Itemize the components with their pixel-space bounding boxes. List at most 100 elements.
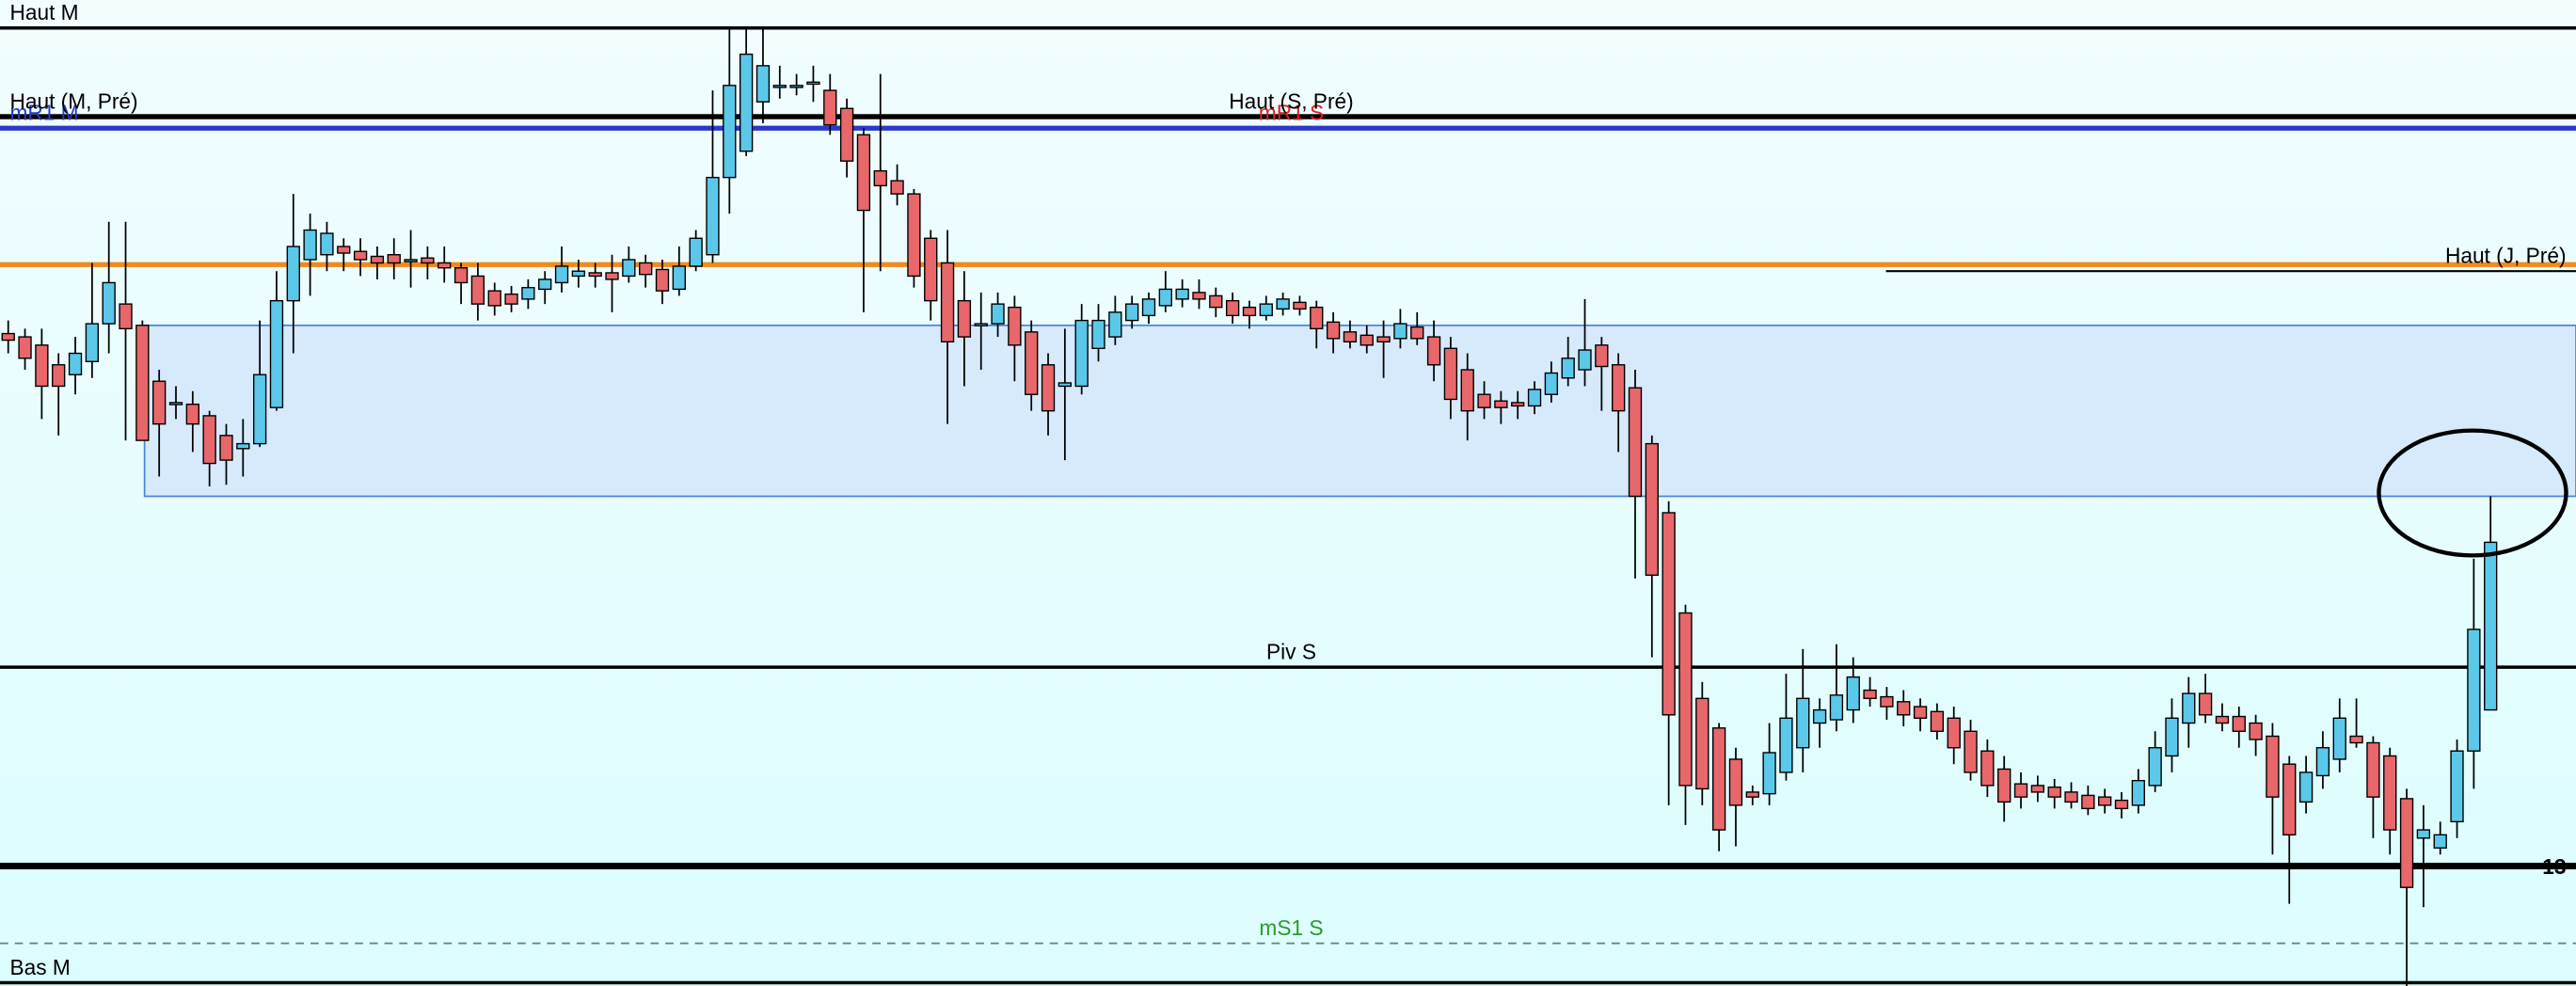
candle-body — [1074, 319, 1089, 388]
level-label: Haut (J, Pré) — [2445, 243, 2567, 267]
candle-body — [387, 254, 401, 264]
candle-body — [1561, 358, 1575, 379]
candle-body — [236, 442, 250, 450]
level-label: Haut M — [9, 0, 78, 24]
candle-body — [1695, 697, 1709, 790]
candle-body — [2315, 747, 2330, 777]
candle-body — [1762, 752, 1776, 795]
zone-box — [143, 324, 2576, 498]
candle-body — [1980, 750, 1995, 787]
candle-body — [1947, 717, 1961, 749]
candle-body — [2165, 717, 2179, 757]
candle-body — [1293, 301, 1307, 310]
candle-body — [2282, 763, 2297, 836]
candle-body — [789, 85, 803, 88]
candle-body — [470, 275, 485, 305]
candle-body — [2013, 783, 2028, 798]
candle-body — [1259, 303, 1273, 317]
candle-body — [252, 374, 267, 445]
candle-body — [2131, 779, 2145, 806]
candle-body — [655, 268, 670, 292]
candle-body — [2047, 786, 2061, 798]
candle-body — [437, 262, 452, 269]
candle-body — [1141, 298, 1156, 317]
candle-body — [1008, 306, 1022, 346]
candle-body — [755, 65, 771, 103]
candle-body — [639, 262, 653, 276]
candle-body — [269, 299, 284, 408]
level-label: Piv S — [1266, 639, 1316, 663]
candle-body — [370, 255, 385, 264]
candle-body — [873, 169, 887, 187]
candle-body — [907, 193, 921, 278]
candle-body — [1426, 336, 1441, 366]
candle-body — [2215, 715, 2230, 724]
candle-body — [1041, 364, 1056, 412]
candle-body — [1678, 612, 1693, 787]
candle-body — [1527, 389, 1542, 407]
candle-body — [135, 325, 150, 441]
candle-body — [453, 267, 469, 284]
candle-body — [1964, 730, 1978, 773]
candle-body — [1343, 331, 1358, 343]
candle-body — [2450, 750, 2464, 823]
candle-body — [588, 272, 602, 278]
candle-body — [689, 237, 703, 267]
candle-body — [672, 265, 686, 291]
candle-body — [890, 180, 904, 195]
candle-body — [554, 265, 569, 284]
candle-body — [1376, 336, 1391, 343]
candle-body — [823, 89, 837, 126]
candle-body — [605, 272, 619, 280]
candle-body — [68, 352, 83, 375]
candle-body — [421, 257, 435, 264]
candle-body — [1728, 758, 1743, 806]
candle-body — [1511, 402, 1525, 407]
candle-body — [2349, 735, 2363, 744]
level-label: Bas M — [9, 955, 70, 979]
candle-body — [1913, 706, 1928, 719]
candle-body — [622, 259, 636, 278]
candle-body — [1779, 717, 1793, 773]
candle-body — [2383, 755, 2397, 831]
level-label: mR1 M — [9, 101, 78, 125]
candle-body — [1544, 372, 1559, 395]
candle-body — [2182, 692, 2196, 724]
candle-body — [2467, 628, 2481, 752]
candle-body — [286, 246, 300, 302]
candle-body — [1460, 369, 1474, 412]
level-label: mR1 S — [1259, 101, 1324, 125]
candle-body — [18, 336, 32, 359]
candle-body — [1997, 768, 2012, 803]
candle-body — [320, 232, 334, 256]
levels-layer — [0, 25, 2576, 985]
candle-body — [1880, 695, 1894, 708]
candle-body — [1711, 727, 1726, 831]
candle-body — [2064, 791, 2078, 803]
candle-body — [2198, 692, 2213, 716]
candle-body — [2332, 717, 2346, 760]
candle-body — [1897, 701, 1911, 716]
candle-body — [119, 303, 133, 330]
candle-body — [1242, 306, 1257, 317]
candle-body — [521, 286, 535, 300]
candle-body — [2266, 735, 2280, 798]
candle-body — [168, 402, 183, 406]
candle-body — [706, 176, 720, 256]
candle-body — [1276, 298, 1290, 310]
candle-body — [487, 290, 501, 307]
candle-body — [1225, 299, 1240, 317]
level-label: mS1 S — [1259, 915, 1323, 940]
candle-body — [1360, 334, 1374, 346]
highlight-ellipse — [2377, 428, 2568, 558]
candle-body — [303, 229, 317, 261]
candle-body — [1443, 347, 1458, 401]
candle-body — [2232, 715, 2246, 732]
candle-body — [185, 403, 199, 425]
level-label: Haut (S, Pré) — [1229, 88, 1353, 113]
candle-body — [991, 303, 1005, 325]
candle-body — [739, 53, 754, 152]
candle-body — [2081, 794, 2095, 810]
